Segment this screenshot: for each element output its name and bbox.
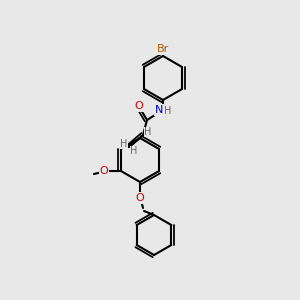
Text: H: H <box>120 139 128 149</box>
Text: Br: Br <box>157 44 169 54</box>
Text: N: N <box>155 105 163 115</box>
Text: H: H <box>144 127 152 137</box>
Text: O: O <box>100 166 108 176</box>
Text: O: O <box>135 101 143 111</box>
Text: H: H <box>130 146 138 156</box>
Text: O: O <box>136 193 144 203</box>
Text: H: H <box>164 106 172 116</box>
